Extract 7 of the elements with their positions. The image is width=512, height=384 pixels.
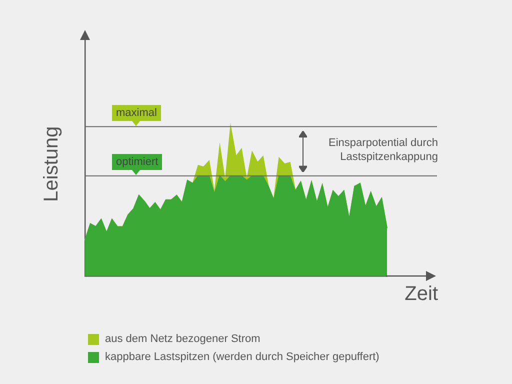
x-axis-title: Zeit	[404, 283, 438, 306]
legend-label: kappbare Lastspitzen (werden durch Speicher gepuffert)	[105, 351, 380, 363]
annotation: Einsparpotential durch Lastspitzenkappung	[328, 136, 438, 164]
y-axis-title: Leistung	[40, 126, 64, 202]
legend-label: aus dem Netz bezogener Strom	[105, 333, 260, 345]
ref-line-label: optimiert	[116, 156, 158, 168]
ref-line-label: maximal	[116, 106, 157, 119]
